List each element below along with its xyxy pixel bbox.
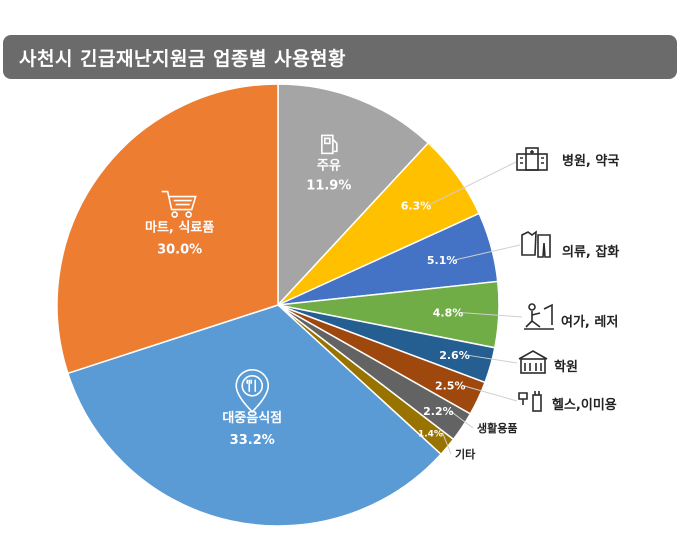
chart-title: 사천시 긴급재난지원금 업종별 사용현황 (19, 47, 347, 70)
slice-1-value-label: 6.3% (401, 199, 432, 212)
slice-9-wedge (56, 83, 279, 375)
slice-1-leader-line (427, 161, 517, 206)
fuel-icon (321, 134, 338, 155)
slice-9-name-label: 마트, 식료품 (145, 220, 214, 236)
slice-4-value-label: 2.6% (439, 349, 470, 362)
slice-7-name-label: 기타 (455, 447, 476, 461)
slice-0-value-label: 11.9% (306, 178, 351, 193)
hair-icon (518, 391, 542, 412)
slice-1-name-label: 병원, 약국 (562, 153, 619, 169)
cart-icon (161, 190, 197, 218)
slice-4-name-label: 학원 (554, 359, 578, 375)
hospital-icon (516, 147, 548, 171)
slice-3-leader-line (459, 311, 523, 318)
clothes-icon (521, 230, 551, 258)
slice-3-value-label: 4.8% (433, 306, 464, 319)
slice-7-leader-line (441, 432, 452, 455)
slice-8-name-label: 대중음식점 (222, 410, 282, 426)
slice-8-value-label: 33.2% (230, 433, 275, 448)
slice-5-leader-line (462, 384, 518, 402)
slice-5-name-label: 헬스,이미용 (552, 397, 617, 413)
slice-4-leader-line (466, 354, 518, 364)
food-icon (235, 368, 270, 413)
slice-5-value-label: 2.5% (435, 379, 466, 392)
slice-6-name-label: 생활용품 (477, 421, 517, 435)
school-icon (518, 350, 548, 374)
slice-2-leader-line (454, 244, 521, 261)
slice-9-value-label: 30.0% (157, 243, 202, 258)
leisure-icon (524, 303, 554, 330)
slice-2-value-label: 5.1% (427, 254, 458, 267)
slice-2-name-label: 의류, 잡화 (562, 244, 619, 260)
slice-6-value-label: 2.2% (423, 405, 454, 418)
slice-7-value-label: 1.4% (418, 430, 443, 440)
slice-0-name-label: 주유 (317, 158, 341, 173)
slice-3-name-label: 여가, 레저 (561, 314, 618, 330)
chart-title-bar: 사천시 긴급재난지원금 업종별 사용현황 (3, 35, 677, 79)
slice-6-leader-line (450, 410, 474, 429)
slice-0-wedge (277, 83, 430, 307)
slice-8-wedge (66, 304, 443, 527)
